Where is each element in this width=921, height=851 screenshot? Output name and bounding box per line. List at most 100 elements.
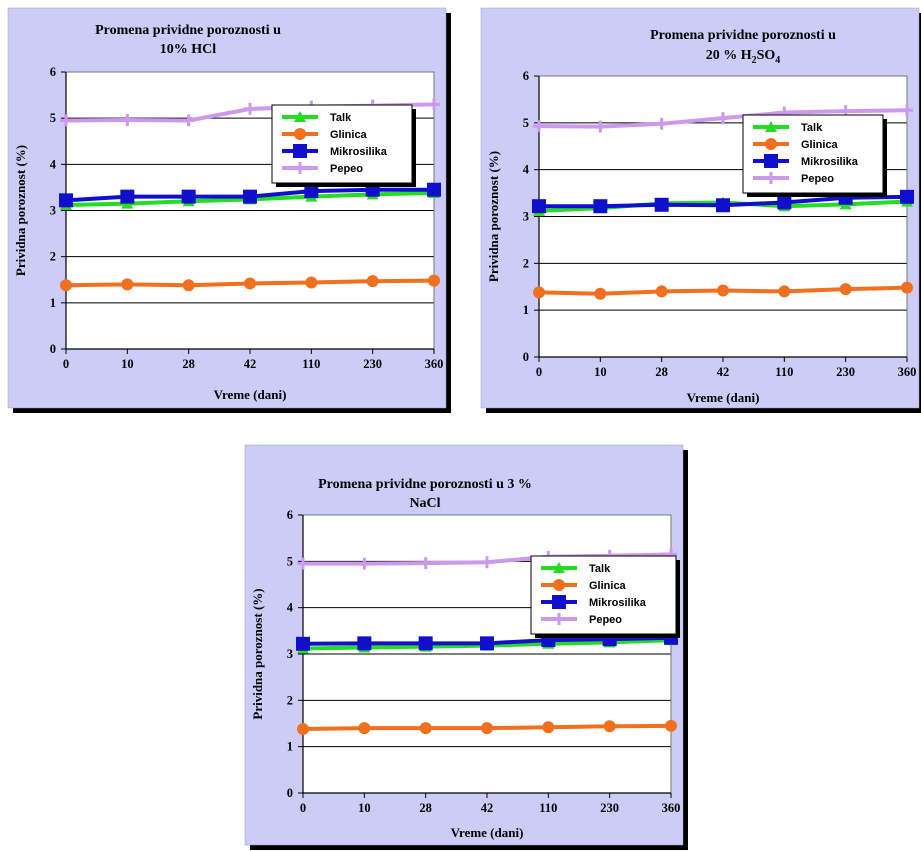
x-tick-label: 10 xyxy=(358,801,371,815)
data-point-glinica xyxy=(419,722,432,735)
data-point-mikrosilika xyxy=(654,197,669,212)
y-tick-label: 0 xyxy=(523,350,529,364)
legend-label-pepeo: Pepeo xyxy=(330,163,363,175)
chart-title-line: 10% HCl xyxy=(160,42,217,57)
data-point-glinica xyxy=(665,719,677,732)
chart-title-line: Promena prividne poroznosti u 3 % xyxy=(318,477,532,492)
series-markers-mikrosilika xyxy=(59,182,441,208)
data-point-pepeo xyxy=(419,557,432,570)
data-point-glinica xyxy=(542,721,555,734)
data-point-glinica xyxy=(358,722,371,735)
data-point-glinica xyxy=(655,285,668,298)
series-markers-glinica xyxy=(60,274,440,292)
data-point-pepeo xyxy=(655,117,668,130)
x-tick-label: 28 xyxy=(182,357,195,371)
legend-marker-glinica xyxy=(553,579,565,591)
data-point-glinica xyxy=(121,278,134,291)
title-formula-part: SO xyxy=(757,48,776,63)
series-markers-pepeo xyxy=(533,104,913,133)
data-point-mikrosilika xyxy=(59,193,73,208)
legend-marker-talk xyxy=(294,111,306,122)
legend-marker-talk xyxy=(553,562,565,573)
data-point-mikrosilika xyxy=(427,182,441,197)
data-point-mikrosilika xyxy=(900,189,914,204)
data-point-glinica xyxy=(60,279,72,292)
y-tick-label: 6 xyxy=(523,69,529,83)
legend-label-talk: Talk xyxy=(589,563,611,575)
x-axis-label: Vreme (dani) xyxy=(451,825,524,840)
legend-label-mikrosilika: Mikrosilika xyxy=(801,156,859,168)
data-point-mikrosilika xyxy=(418,636,433,651)
series-markers-mikrosilika xyxy=(532,189,914,214)
data-point-pepeo xyxy=(60,114,72,127)
title-formula-part: 4 xyxy=(775,55,780,66)
x-tick-label: 42 xyxy=(481,801,494,815)
series-markers-glinica xyxy=(297,719,677,736)
data-point-mikrosilika xyxy=(181,189,196,204)
x-tick-label: 42 xyxy=(717,365,730,379)
legend-label-mikrosilika: Mikrosilika xyxy=(330,146,388,158)
chart-hcl: 0 1 2 3 4 5 6 0 10 28 42 110 230 360 Talk Glinica Mikros… xyxy=(7,7,452,414)
title-formula-part: 2 xyxy=(752,55,757,66)
data-point-mikrosilika xyxy=(716,198,730,213)
chart-svg: 0 1 2 3 4 5 6 0 10 28 42 110 230 360 Talk Glinica Mikros… xyxy=(7,7,451,413)
data-point-mikrosilika xyxy=(593,199,608,214)
y-axis-label: Prividna poroznost (%) xyxy=(486,151,501,282)
y-tick-label: 4 xyxy=(287,601,294,615)
x-tick-label: 10 xyxy=(121,357,134,371)
x-tick-label: 230 xyxy=(363,357,382,371)
x-tick-label: 230 xyxy=(836,365,855,379)
data-point-glinica xyxy=(244,277,256,290)
data-point-pepeo xyxy=(428,98,440,111)
x-tick-label: 110 xyxy=(302,357,320,371)
data-point-mikrosilika xyxy=(532,199,546,214)
legend-label-pepeo: Pepeo xyxy=(589,614,622,626)
x-tick-label: 42 xyxy=(244,357,257,371)
data-point-glinica xyxy=(428,274,440,287)
data-point-glinica xyxy=(717,284,729,297)
y-tick-label: 2 xyxy=(50,250,56,264)
data-point-pepeo xyxy=(594,120,607,133)
x-tick-label: 360 xyxy=(662,801,681,815)
legend-label-talk: Talk xyxy=(330,112,352,124)
data-point-glinica xyxy=(297,723,309,736)
legend-label-glinica: Glinica xyxy=(801,139,839,151)
data-point-mikrosilika xyxy=(120,189,135,204)
legend-marker-mikrosilika xyxy=(293,144,307,158)
x-tick-label: 28 xyxy=(419,801,432,815)
data-point-glinica xyxy=(481,722,493,735)
y-axis-label: Prividna poroznost (%) xyxy=(13,145,28,276)
legend-label-talk: Talk xyxy=(801,122,823,134)
x-tick-label: 360 xyxy=(425,357,444,371)
x-tick-label: 0 xyxy=(300,801,306,815)
chart-title-line: Promena prividne poroznosti u xyxy=(95,23,281,38)
legend-marker-talk xyxy=(765,121,777,132)
data-point-glinica xyxy=(366,275,379,288)
x-tick-label: 0 xyxy=(536,365,542,379)
y-tick-label: 6 xyxy=(50,65,56,79)
legend-marker-pepeo xyxy=(294,162,306,174)
x-tick-label: 28 xyxy=(655,365,668,379)
legend-label-glinica: Glinica xyxy=(589,580,627,592)
y-tick-label: 1 xyxy=(287,740,293,754)
data-point-pepeo xyxy=(297,557,309,570)
y-tick-label: 5 xyxy=(50,111,56,125)
data-point-glinica xyxy=(594,287,607,300)
data-point-mikrosilika xyxy=(777,195,792,210)
data-point-pepeo xyxy=(244,102,256,115)
data-point-glinica xyxy=(305,276,318,289)
legend-marker-glinica xyxy=(294,128,306,140)
title-formula-part: 20 % H xyxy=(706,48,752,63)
data-point-pepeo xyxy=(121,114,134,127)
data-point-glinica xyxy=(839,283,852,296)
data-point-glinica xyxy=(603,720,616,733)
legend-marker-mikrosilika xyxy=(552,595,566,609)
legend-marker-mikrosilika xyxy=(764,154,778,168)
legend-marker-pepeo xyxy=(553,613,565,625)
chart-svg: 0 1 2 3 4 5 6 0 10 28 42 110 230 360 Talk Glinica Mikros… xyxy=(244,444,688,850)
data-point-glinica xyxy=(533,286,545,299)
data-point-glinica xyxy=(778,285,791,298)
data-point-glinica xyxy=(901,281,913,294)
y-tick-label: 3 xyxy=(287,647,293,661)
data-point-mikrosilika xyxy=(296,636,310,651)
